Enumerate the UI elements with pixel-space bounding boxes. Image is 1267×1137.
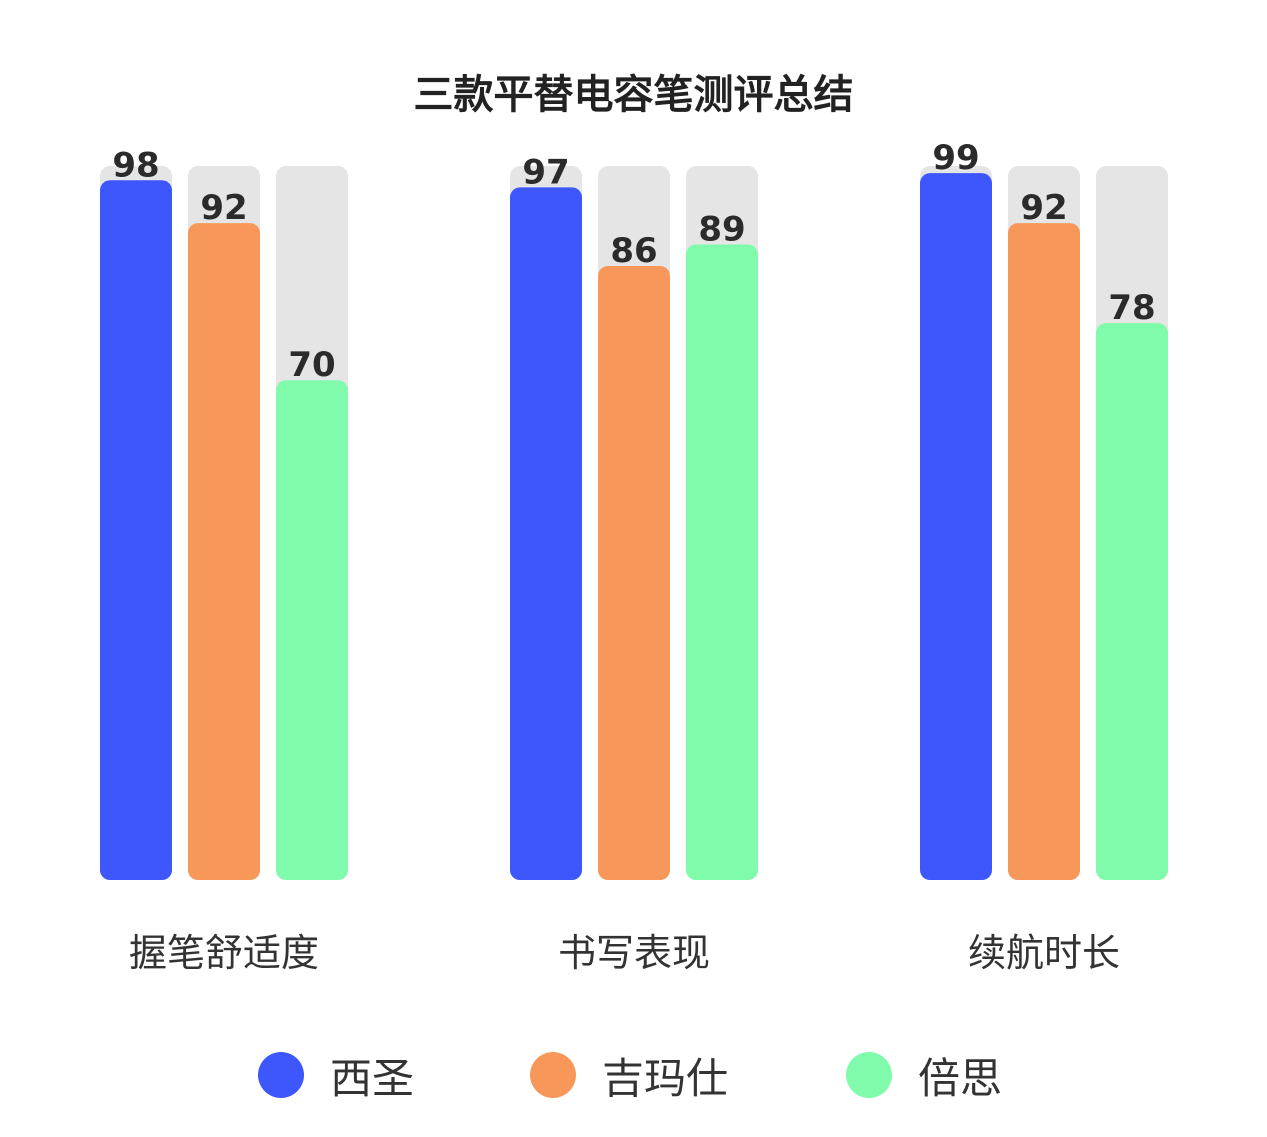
data-label: 92 bbox=[1020, 188, 1067, 228]
bar bbox=[920, 173, 992, 880]
data-label: 98 bbox=[112, 145, 159, 185]
data-label: 86 bbox=[610, 231, 657, 271]
bar bbox=[1008, 223, 1080, 880]
bar bbox=[598, 265, 670, 881]
legend-item-jimashi: 吉玛仕 bbox=[530, 1040, 728, 1110]
data-label: 70 bbox=[288, 345, 335, 385]
bar bbox=[188, 223, 260, 880]
data-label: 99 bbox=[932, 138, 979, 178]
legend-swatch-jimashi bbox=[530, 1052, 576, 1098]
legend: 西圣 吉玛仕 倍思 bbox=[0, 1040, 1267, 1110]
legend-swatch-beisi bbox=[846, 1052, 892, 1098]
legend-label-beisi: 倍思 bbox=[918, 1053, 1003, 1103]
legend-label-jimashi: 吉玛仕 bbox=[602, 1053, 729, 1103]
data-label: 89 bbox=[698, 210, 745, 250]
category-label: 书写表现 bbox=[558, 931, 710, 975]
bar bbox=[1096, 323, 1168, 881]
category-label: 握笔舒适度 bbox=[129, 931, 319, 975]
bar bbox=[100, 180, 172, 880]
legend-item-xisheng: 西圣 bbox=[258, 1040, 414, 1110]
legend-item-beisi: 倍思 bbox=[846, 1040, 1002, 1110]
data-label: 97 bbox=[522, 152, 569, 192]
bar bbox=[510, 187, 582, 881]
chart-title: 三款平替电容笔测评总结 bbox=[413, 72, 854, 118]
data-label: 78 bbox=[1108, 288, 1155, 328]
bar bbox=[686, 244, 758, 881]
category-label: 续航时长 bbox=[968, 931, 1120, 975]
bar bbox=[276, 380, 348, 880]
legend-label-xisheng: 西圣 bbox=[330, 1053, 415, 1103]
bar-chart: 98 92 70 握笔舒适度 97 86 89 书写表现 99 92 78 续航时长 bbox=[100, 138, 1168, 975]
legend-swatch-xisheng bbox=[258, 1052, 304, 1098]
data-label: 92 bbox=[200, 188, 247, 228]
